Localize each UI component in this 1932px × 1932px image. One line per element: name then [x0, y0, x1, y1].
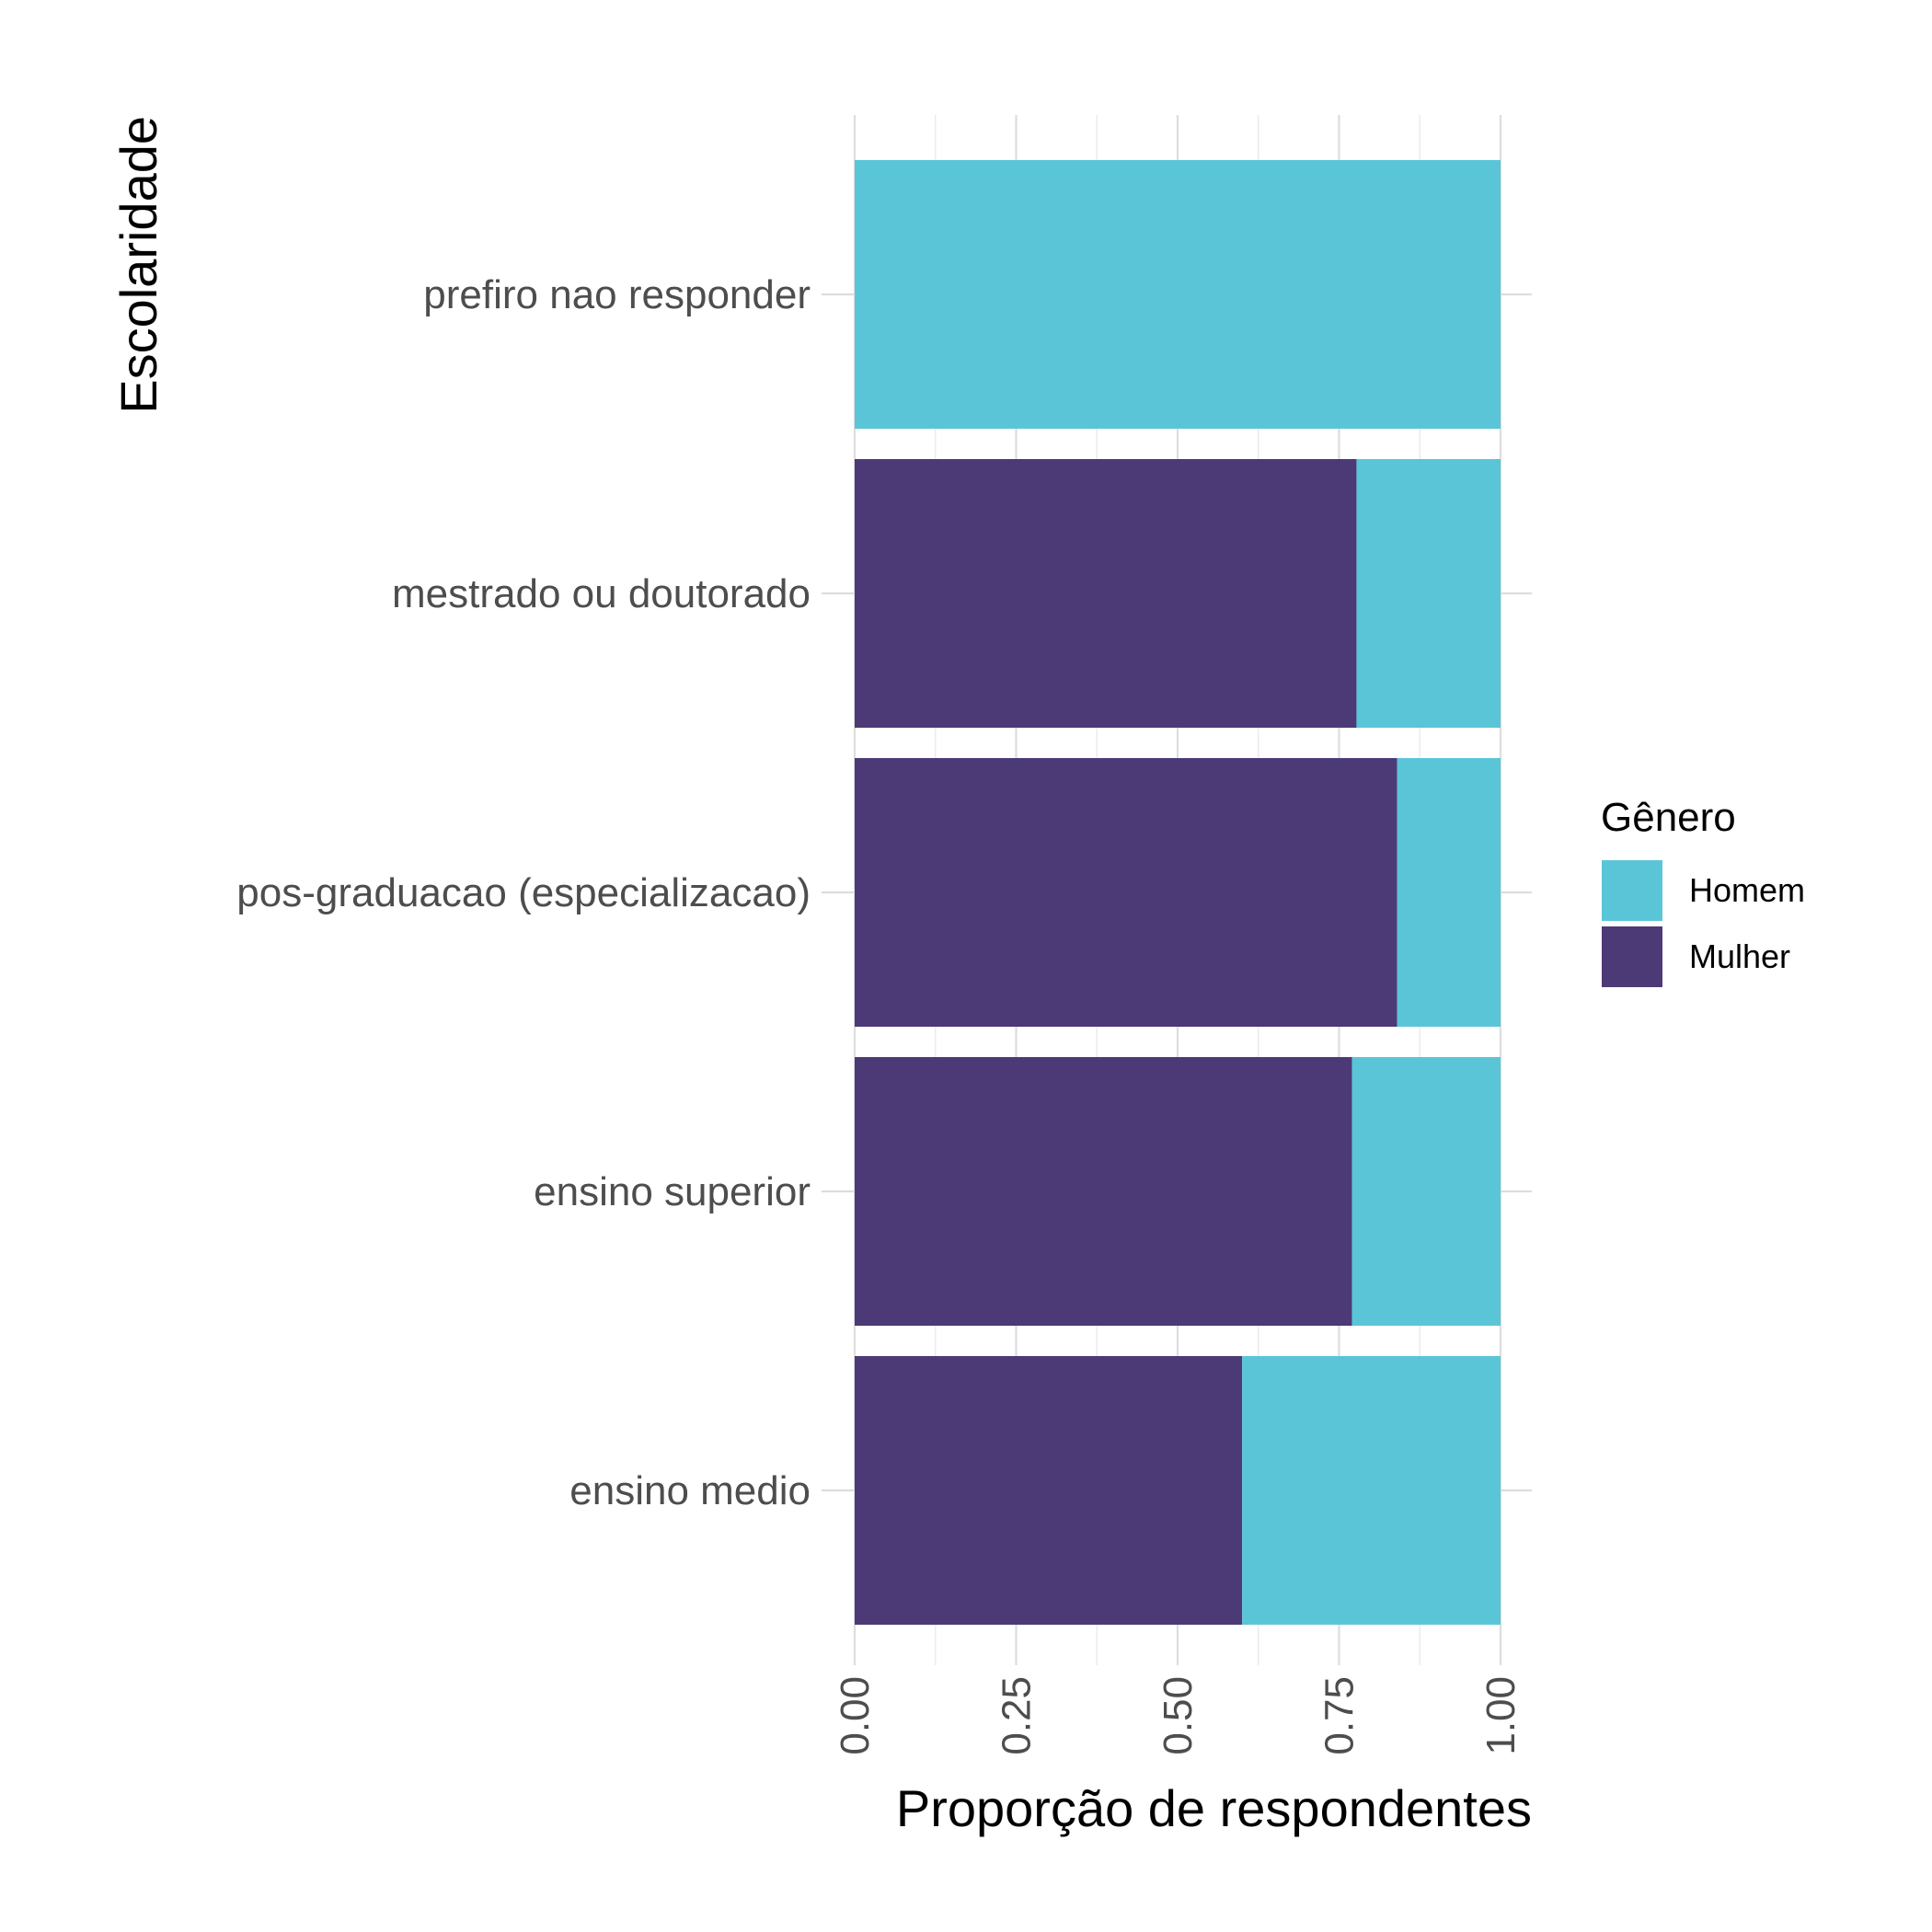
- x-tick-label: 0.25: [995, 1676, 1040, 1755]
- legend-key-mulher: [1602, 926, 1662, 987]
- y-tick-label: ensino superior: [534, 1169, 811, 1214]
- legend-key-homem: [1602, 860, 1662, 921]
- x-tick-label: 1.00: [1478, 1676, 1524, 1755]
- bar-segment-homem: [1351, 1057, 1501, 1326]
- bar-segment-homem: [1397, 758, 1501, 1027]
- bar-segment-mulher: [855, 1356, 1243, 1625]
- bar-segment-mulher: [855, 459, 1357, 728]
- y-axis-tick-labels: prefiro nao responder mestrado ou doutora…: [236, 272, 811, 1513]
- legend-label: Mulher: [1689, 937, 1790, 975]
- x-tick-label: 0.50: [1156, 1676, 1201, 1755]
- legend-title: Gênero: [1601, 795, 1736, 840]
- y-tick-label: mestrado ou doutorado: [392, 571, 811, 616]
- bar-segment-homem: [1356, 459, 1501, 728]
- bar-segment-mulher: [855, 758, 1397, 1027]
- x-axis-tick-labels: 0.00 0.25 0.50 0.75 1.00: [833, 1676, 1524, 1755]
- legend-label: Homem: [1689, 871, 1805, 909]
- legend-entries: Homem Mulher: [1602, 860, 1805, 987]
- bar-segment-homem: [1242, 1356, 1501, 1625]
- x-axis-title: Proporção de respondentes: [896, 1779, 1532, 1837]
- x-tick-label: 0.00: [833, 1676, 878, 1755]
- bar-segment-mulher: [855, 1057, 1352, 1326]
- y-tick-label: pos-graduacao (especializacao): [236, 870, 811, 915]
- y-tick-label: prefiro nao responder: [423, 272, 811, 317]
- y-tick-label: ensino medio: [569, 1468, 811, 1513]
- y-axis-title: Escolaridade: [109, 116, 167, 414]
- bars: [855, 160, 1501, 1625]
- legend: Gênero Homem Mulher: [1601, 795, 1805, 987]
- x-tick-label: 0.75: [1317, 1676, 1363, 1755]
- bar-segment-homem: [855, 160, 1501, 429]
